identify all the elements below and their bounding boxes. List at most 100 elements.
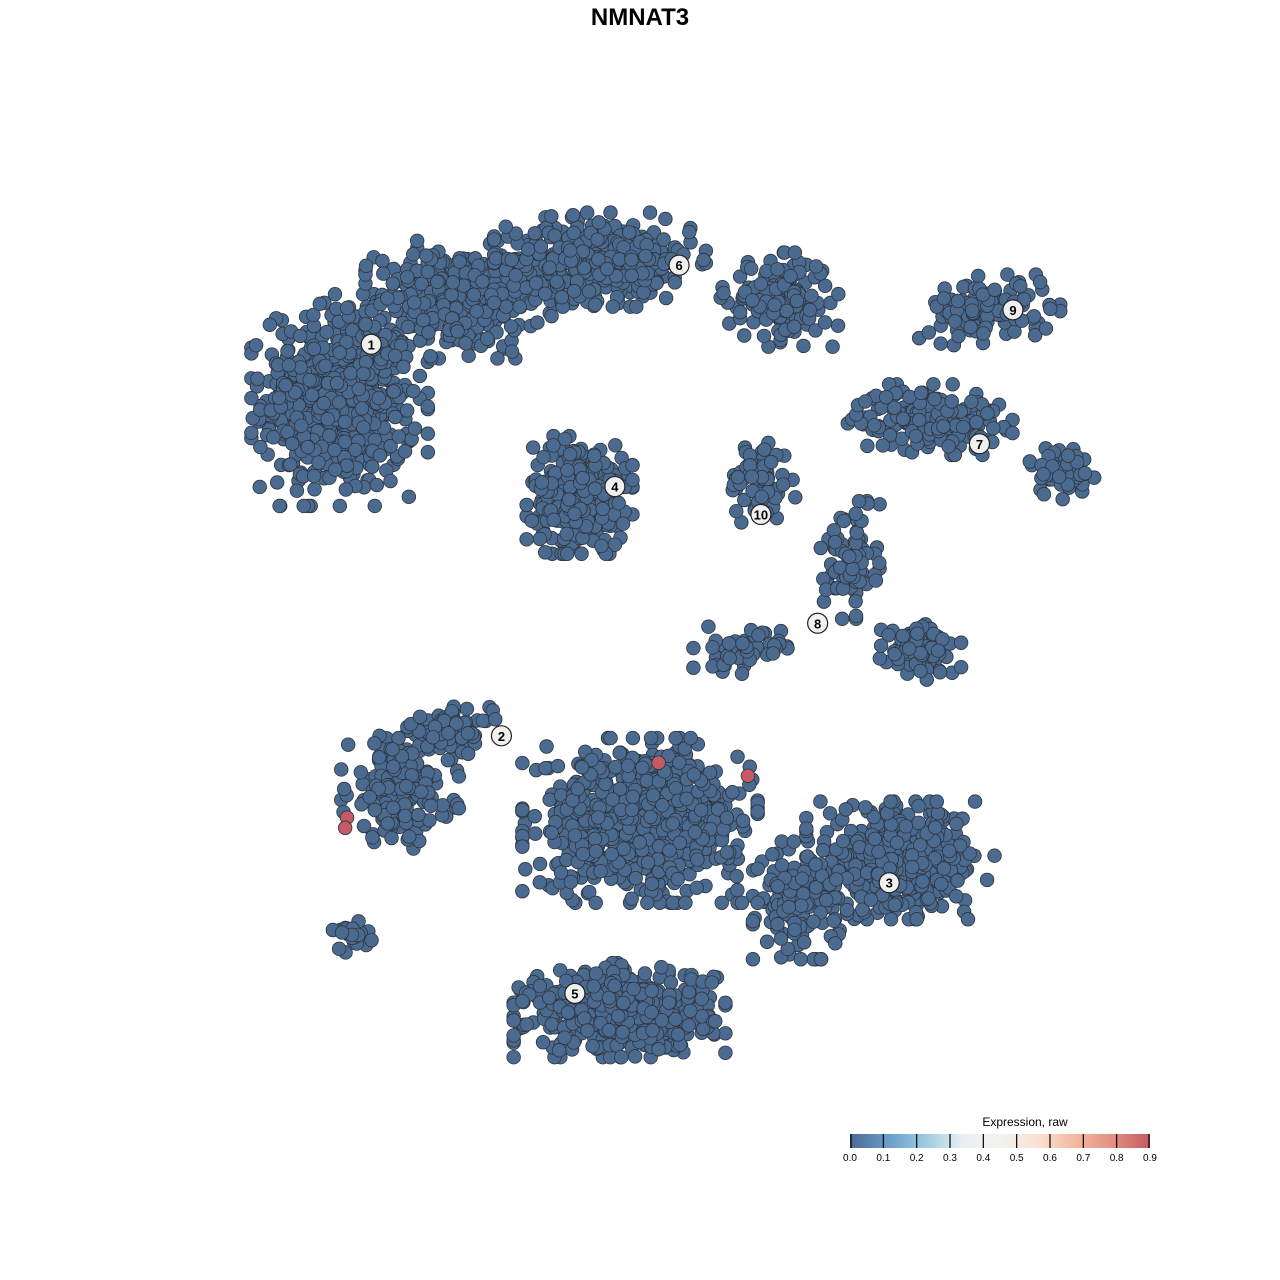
data-point bbox=[683, 1003, 698, 1019]
data-point bbox=[644, 876, 660, 891]
data-point bbox=[402, 829, 417, 844]
cluster-label-5: 5 bbox=[564, 982, 586, 1005]
data-point bbox=[851, 493, 867, 509]
data-point bbox=[397, 808, 413, 824]
data-point bbox=[624, 252, 639, 267]
data-point bbox=[979, 872, 995, 888]
cluster-label-text: 5 bbox=[571, 986, 578, 1001]
data-point bbox=[547, 228, 562, 243]
data-point bbox=[486, 232, 502, 247]
data-point bbox=[421, 325, 436, 340]
data-point bbox=[322, 428, 337, 443]
data-point bbox=[1013, 278, 1028, 294]
data-point bbox=[774, 858, 790, 873]
data-point bbox=[544, 209, 559, 224]
data-point bbox=[932, 665, 948, 680]
data-point bbox=[461, 348, 476, 364]
data-point bbox=[1051, 469, 1067, 484]
data-point bbox=[383, 438, 398, 454]
data-point bbox=[725, 785, 740, 800]
data-point bbox=[956, 419, 971, 435]
data-point bbox=[519, 1017, 534, 1032]
data-point bbox=[351, 381, 366, 397]
data-point bbox=[745, 293, 760, 308]
data-point bbox=[887, 897, 902, 913]
data-point bbox=[331, 941, 347, 957]
data-point bbox=[542, 990, 557, 1005]
data-point bbox=[661, 995, 677, 1010]
data-point bbox=[334, 762, 349, 777]
data-point bbox=[750, 895, 765, 910]
data-point bbox=[475, 274, 490, 289]
cluster-label-text: 9 bbox=[1009, 303, 1016, 318]
data-point bbox=[898, 819, 914, 834]
data-point bbox=[365, 830, 380, 845]
data-point bbox=[799, 821, 814, 836]
data-point bbox=[553, 865, 569, 880]
data-point bbox=[515, 755, 530, 771]
data-point bbox=[929, 794, 944, 809]
data-point bbox=[458, 336, 473, 351]
data-point bbox=[895, 628, 910, 644]
data-point bbox=[307, 482, 322, 497]
data-point bbox=[337, 414, 353, 430]
data-point bbox=[1060, 448, 1076, 463]
data-point bbox=[588, 895, 603, 910]
data-point bbox=[585, 1039, 600, 1054]
data-point bbox=[386, 759, 401, 774]
data-point bbox=[858, 394, 873, 409]
data-point bbox=[765, 847, 780, 862]
data-point bbox=[883, 794, 898, 809]
data-point bbox=[948, 889, 964, 904]
data-point bbox=[329, 375, 345, 391]
data-point bbox=[729, 504, 744, 519]
data-point bbox=[499, 299, 514, 314]
data-point bbox=[753, 276, 769, 292]
cluster-label-text: 6 bbox=[675, 258, 682, 273]
data-point bbox=[567, 828, 583, 843]
data-point bbox=[400, 269, 415, 285]
data-point bbox=[625, 730, 641, 746]
data-point bbox=[887, 646, 902, 662]
data-point bbox=[754, 489, 769, 504]
colorbar bbox=[850, 1134, 1150, 1148]
data-point bbox=[284, 436, 300, 451]
data-point bbox=[643, 809, 658, 825]
data-point bbox=[793, 952, 808, 967]
cluster-label-text: 10 bbox=[754, 507, 768, 522]
data-point bbox=[835, 833, 851, 849]
data-point bbox=[796, 935, 812, 950]
data-point bbox=[963, 319, 978, 335]
data-point bbox=[787, 245, 803, 260]
data-point bbox=[542, 260, 557, 275]
data-point bbox=[636, 285, 651, 300]
data-point bbox=[969, 415, 984, 430]
data-point bbox=[306, 341, 322, 356]
data-point bbox=[668, 781, 683, 796]
data-point bbox=[905, 859, 920, 875]
data-point bbox=[950, 293, 966, 309]
data-point bbox=[718, 995, 733, 1010]
data-point bbox=[743, 261, 759, 276]
data-point bbox=[901, 641, 917, 656]
points-layer bbox=[244, 205, 1102, 1065]
data-point bbox=[616, 841, 631, 856]
data-point bbox=[767, 297, 782, 313]
data-point bbox=[836, 513, 852, 529]
data-point bbox=[607, 978, 622, 993]
data-point bbox=[825, 339, 840, 354]
data-point bbox=[813, 794, 828, 809]
data-point bbox=[872, 497, 887, 512]
data-point bbox=[269, 475, 285, 490]
data-point bbox=[829, 872, 844, 887]
data-point bbox=[306, 468, 322, 484]
data-point bbox=[662, 843, 677, 858]
data-point bbox=[515, 839, 530, 854]
data-point bbox=[719, 810, 735, 826]
data-point bbox=[605, 792, 620, 807]
data-point bbox=[364, 933, 379, 948]
data-point bbox=[750, 861, 765, 876]
data-point bbox=[645, 788, 661, 803]
data-point bbox=[594, 538, 609, 554]
data-point bbox=[868, 573, 884, 588]
